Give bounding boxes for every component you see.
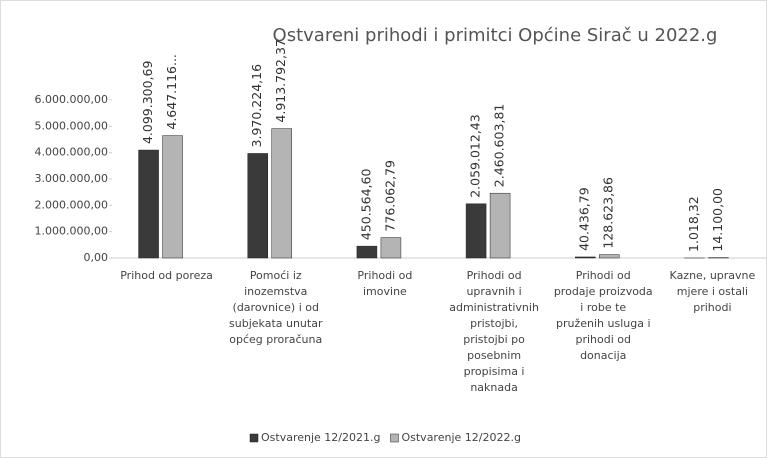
y-tick-label: 2.000.000,00	[35, 198, 108, 211]
legend-swatch	[249, 433, 259, 443]
y-tick-label: 5.000.000,00	[35, 119, 108, 132]
bar	[138, 149, 159, 259]
bar	[247, 153, 268, 259]
legend-label: Ostvarenje 12/2021.g	[261, 431, 380, 444]
x-tick-label: Prihodi od imovine	[357, 269, 412, 298]
bar	[575, 256, 596, 259]
y-tick-label: 1.000.000,00	[35, 225, 108, 238]
value-label: 1.018,32	[686, 196, 701, 252]
value-label: 776.062,79	[382, 160, 397, 232]
y-tick-label: 6.000.000,00	[35, 93, 108, 106]
x-tick-label: Prihodi od upravnih i administrativnih pris…	[449, 269, 539, 394]
bar	[162, 135, 183, 259]
bar	[356, 245, 378, 259]
value-label: 450.564,60	[358, 169, 373, 241]
value-label: 3.970.224,16	[249, 64, 264, 148]
y-tick-label: 0,00	[84, 251, 109, 264]
bar	[599, 254, 620, 259]
bar	[380, 237, 402, 259]
bar	[489, 192, 511, 259]
legend-swatch	[390, 433, 399, 443]
bar	[465, 203, 487, 259]
value-label: 14.100,00	[710, 188, 725, 252]
value-label: 4.647.116...	[164, 54, 179, 130]
value-label: 4.913.792,37	[273, 39, 288, 123]
x-tick-label: Kazne, upravne mjere i ostali prihodi	[670, 269, 756, 314]
x-tick-label: Pomoći iz inozemstva (darovnice) i od subje…	[229, 269, 323, 346]
chart-title: Ostvareni prihodi i primitci Općine Sira…	[273, 25, 718, 46]
value-label: 40.436,79	[577, 187, 592, 251]
legend-label: Ostvarenje 12/2022.g	[401, 431, 520, 444]
y-tick-label: 3.000.000,00	[35, 172, 108, 185]
x-tick-label: Prihodi od prodaje proizvoda i robe te pruž…	[554, 269, 653, 362]
x-tick-label: Prihod od poreza	[120, 269, 213, 282]
bar	[271, 128, 292, 259]
value-label: 2.059.012,43	[468, 114, 483, 198]
value-label: 128.623,86	[601, 177, 616, 249]
y-tick-label: 4.000.000,00	[35, 146, 108, 159]
value-label: 4.099.300,69	[140, 61, 155, 145]
value-label: 2.460.603,81	[492, 104, 507, 188]
